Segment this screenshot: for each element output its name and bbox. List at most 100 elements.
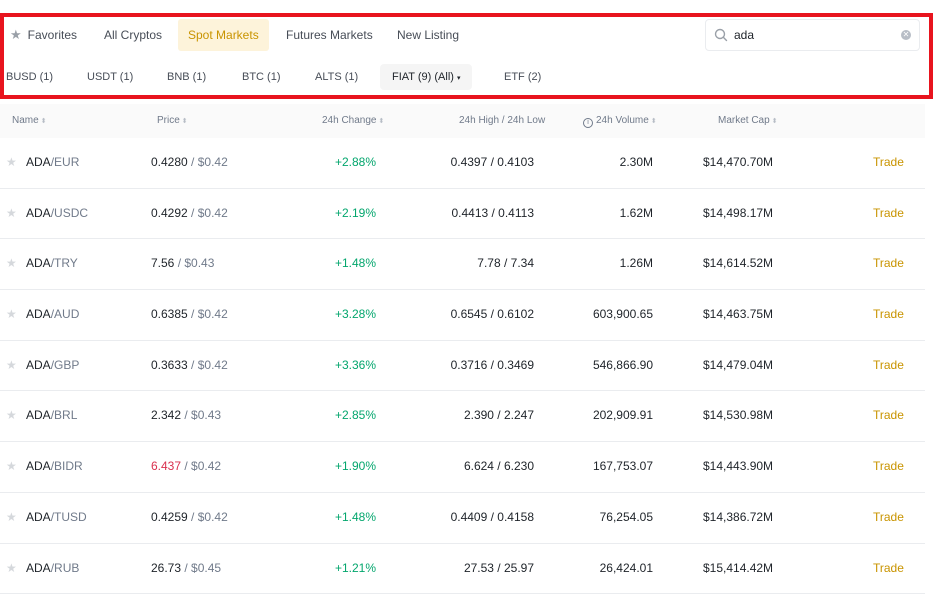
- subtab-etf[interactable]: ETF (2): [504, 71, 542, 83]
- favorite-star-icon[interactable]: ★: [6, 307, 17, 322]
- trade-link[interactable]: Trade: [873, 155, 904, 169]
- market-cap: $14,614.52M: [703, 256, 774, 271]
- trade-link[interactable]: Trade: [873, 408, 904, 423]
- volume-24h: 26,424.01: [599, 560, 653, 575]
- subtab-fiat[interactable]: FIAT (9) (All) ▾: [380, 64, 473, 90]
- high-low-24h: 0.4413 / 0.4113: [451, 205, 534, 220]
- price-cell: 6.437 / $0.42: [151, 459, 222, 474]
- price-cell: 0.4259 / $0.42: [151, 509, 228, 524]
- info-icon[interactable]: i: [583, 118, 593, 128]
- search-box: ✕: [705, 19, 920, 51]
- price-cell: 0.4280 / $0.42: [151, 155, 228, 169]
- subtab-usdt[interactable]: USDT (1): [87, 71, 134, 83]
- pair-name[interactable]: ADA/TUSD: [26, 493, 87, 542]
- volume-24h: 2.30M: [619, 155, 653, 169]
- sort-icon: ⬍: [650, 118, 657, 125]
- subtab-bnb[interactable]: BNB (1): [167, 71, 207, 83]
- market-cap: $14,386.72M: [703, 509, 774, 524]
- last-price: 0.4259: [151, 509, 188, 524]
- pair-base: ADA: [26, 509, 51, 524]
- price-cell: 0.4292 / $0.42: [151, 205, 228, 220]
- column-price[interactable]: Price ⬍: [157, 115, 188, 126]
- tab-spot-markets[interactable]: Spot Markets: [178, 19, 269, 51]
- volume-24h: 546,866.90: [592, 357, 653, 372]
- price-cell: 26.73 / $0.45: [151, 560, 222, 575]
- favorite-star-icon[interactable]: ★: [6, 560, 17, 575]
- subtab-alts[interactable]: ALTS (1): [315, 71, 359, 83]
- pair-name[interactable]: ADA/TRY: [26, 239, 78, 288]
- market-cap: $14,463.75M: [703, 307, 774, 322]
- trade-link[interactable]: Trade: [873, 459, 904, 474]
- table-row[interactable]: ★ ADA/AUD 0.6385 / $0.42 +3.28% 0.6545 / 0.6…: [0, 290, 925, 341]
- search-input[interactable]: [734, 25, 894, 45]
- market-cap: $14,530.98M: [703, 408, 774, 423]
- pair-name[interactable]: ADA/EUR: [26, 138, 79, 187]
- tab-futures-markets[interactable]: Futures Markets: [286, 28, 373, 42]
- column-change[interactable]: 24h Change ⬍: [322, 115, 385, 126]
- usd-price: $0.42: [197, 307, 228, 322]
- market-cap: $14,470.70M: [703, 155, 774, 169]
- table-header: Name ⬍ Price ⬍ 24h Change ⬍ 24h High / 24h …: [0, 104, 925, 138]
- favorite-star-icon[interactable]: ★: [6, 509, 17, 524]
- table-row[interactable]: ★ ADA/RUB 26.73 / $0.45 +1.21% 27.53 / 25.97…: [0, 544, 925, 595]
- trade-link[interactable]: Trade: [873, 509, 904, 524]
- high-low-24h: 27.53 / 25.97: [463, 560, 534, 575]
- pair-name[interactable]: ADA/GBP: [26, 341, 79, 390]
- pair-name[interactable]: ADA/RUB: [26, 544, 79, 593]
- column-volume[interactable]: i 24h Volume ⬍: [583, 104, 657, 139]
- table-row[interactable]: ★ ADA/BRL 2.342 / $0.43 +2.85% 2.390 / 2.247…: [0, 391, 925, 443]
- change-24h: +2.88%: [334, 155, 376, 169]
- favorite-star-icon[interactable]: ★: [6, 408, 17, 423]
- table-row[interactable]: ★ ADA/GBP 0.3633 / $0.42 +3.36% 0.3716 / 0.3…: [0, 341, 925, 392]
- sort-icon: ⬍: [378, 118, 385, 125]
- pair-name[interactable]: ADA/AUD: [26, 290, 79, 339]
- favorite-star-icon[interactable]: ★: [6, 459, 17, 474]
- subtab-btc[interactable]: BTC (1): [242, 71, 281, 83]
- favorite-star-icon[interactable]: ★: [6, 205, 17, 220]
- pair-quote: /TUSD: [50, 509, 87, 524]
- pair-quote: /GBP: [50, 357, 80, 372]
- change-24h: +3.36%: [334, 357, 376, 372]
- highlight-frame: [0, 13, 933, 99]
- usd-price: $0.43: [191, 408, 222, 423]
- pair-quote: /BIDR: [50, 459, 83, 474]
- price-cell: 7.56 / $0.43: [151, 256, 215, 271]
- pair-name[interactable]: ADA/USDC: [26, 189, 88, 238]
- favorite-star-icon[interactable]: ★: [6, 155, 17, 169]
- sort-icon: ⬍: [40, 118, 47, 125]
- table-row[interactable]: ★ ADA/USDC 0.4292 / $0.42 +2.19% 0.4413 / 0.…: [0, 189, 925, 240]
- trade-link[interactable]: Trade: [873, 357, 904, 372]
- column-high-low[interactable]: 24h High / 24h Low: [459, 115, 546, 126]
- column-name[interactable]: Name ⬍: [12, 115, 47, 126]
- tab-all-cryptos[interactable]: All Cryptos: [104, 28, 163, 42]
- trade-link[interactable]: Trade: [873, 205, 904, 220]
- clear-icon[interactable]: ✕: [901, 30, 911, 40]
- last-price: 26.73: [151, 560, 182, 575]
- pair-quote: /AUD: [50, 307, 80, 322]
- last-price: 7.56: [151, 256, 175, 271]
- table-row[interactable]: ★ ADA/TUSD 0.4259 / $0.42 +1.48% 0.4409 / 0.…: [0, 493, 925, 544]
- search-icon: [714, 28, 728, 47]
- last-price: 0.4280: [151, 155, 188, 169]
- column-market-cap[interactable]: Market Cap ⬍: [718, 115, 778, 126]
- volume-24h: 202,909.91: [592, 408, 653, 423]
- trade-link[interactable]: Trade: [873, 560, 904, 575]
- change-24h: +1.48%: [334, 256, 376, 271]
- table-row[interactable]: ★ ADA/TRY 7.56 / $0.43 +1.48% 7.78 / 7.34 1.2…: [0, 239, 925, 291]
- pair-name[interactable]: ADA/BIDR: [26, 442, 83, 491]
- trade-link[interactable]: Trade: [873, 307, 904, 322]
- trade-link[interactable]: Trade: [873, 256, 904, 271]
- favorite-star-icon[interactable]: ★: [6, 357, 17, 372]
- subtab-busd[interactable]: BUSD (1): [6, 71, 54, 83]
- volume-24h: 1.26M: [619, 256, 653, 271]
- table-row[interactable]: ★ ADA/EUR 0.4280 / $0.42 +2.88% 0.4397 / 0.4…: [0, 138, 925, 189]
- favorite-star-icon[interactable]: ★: [6, 256, 17, 271]
- tab-favorites[interactable]: ★ Favorites: [10, 27, 78, 42]
- tab-new-listing[interactable]: New Listing: [397, 28, 460, 42]
- pair-base: ADA: [26, 205, 51, 220]
- volume-24h: 76,254.05: [599, 509, 653, 524]
- pair-name[interactable]: ADA/BRL: [26, 391, 77, 440]
- table-row[interactable]: ★ ADA/BIDR 6.437 / $0.42 +1.90% 6.624 / 6.23…: [0, 442, 925, 493]
- pair-base: ADA: [26, 560, 51, 575]
- change-24h: +2.85%: [334, 408, 376, 423]
